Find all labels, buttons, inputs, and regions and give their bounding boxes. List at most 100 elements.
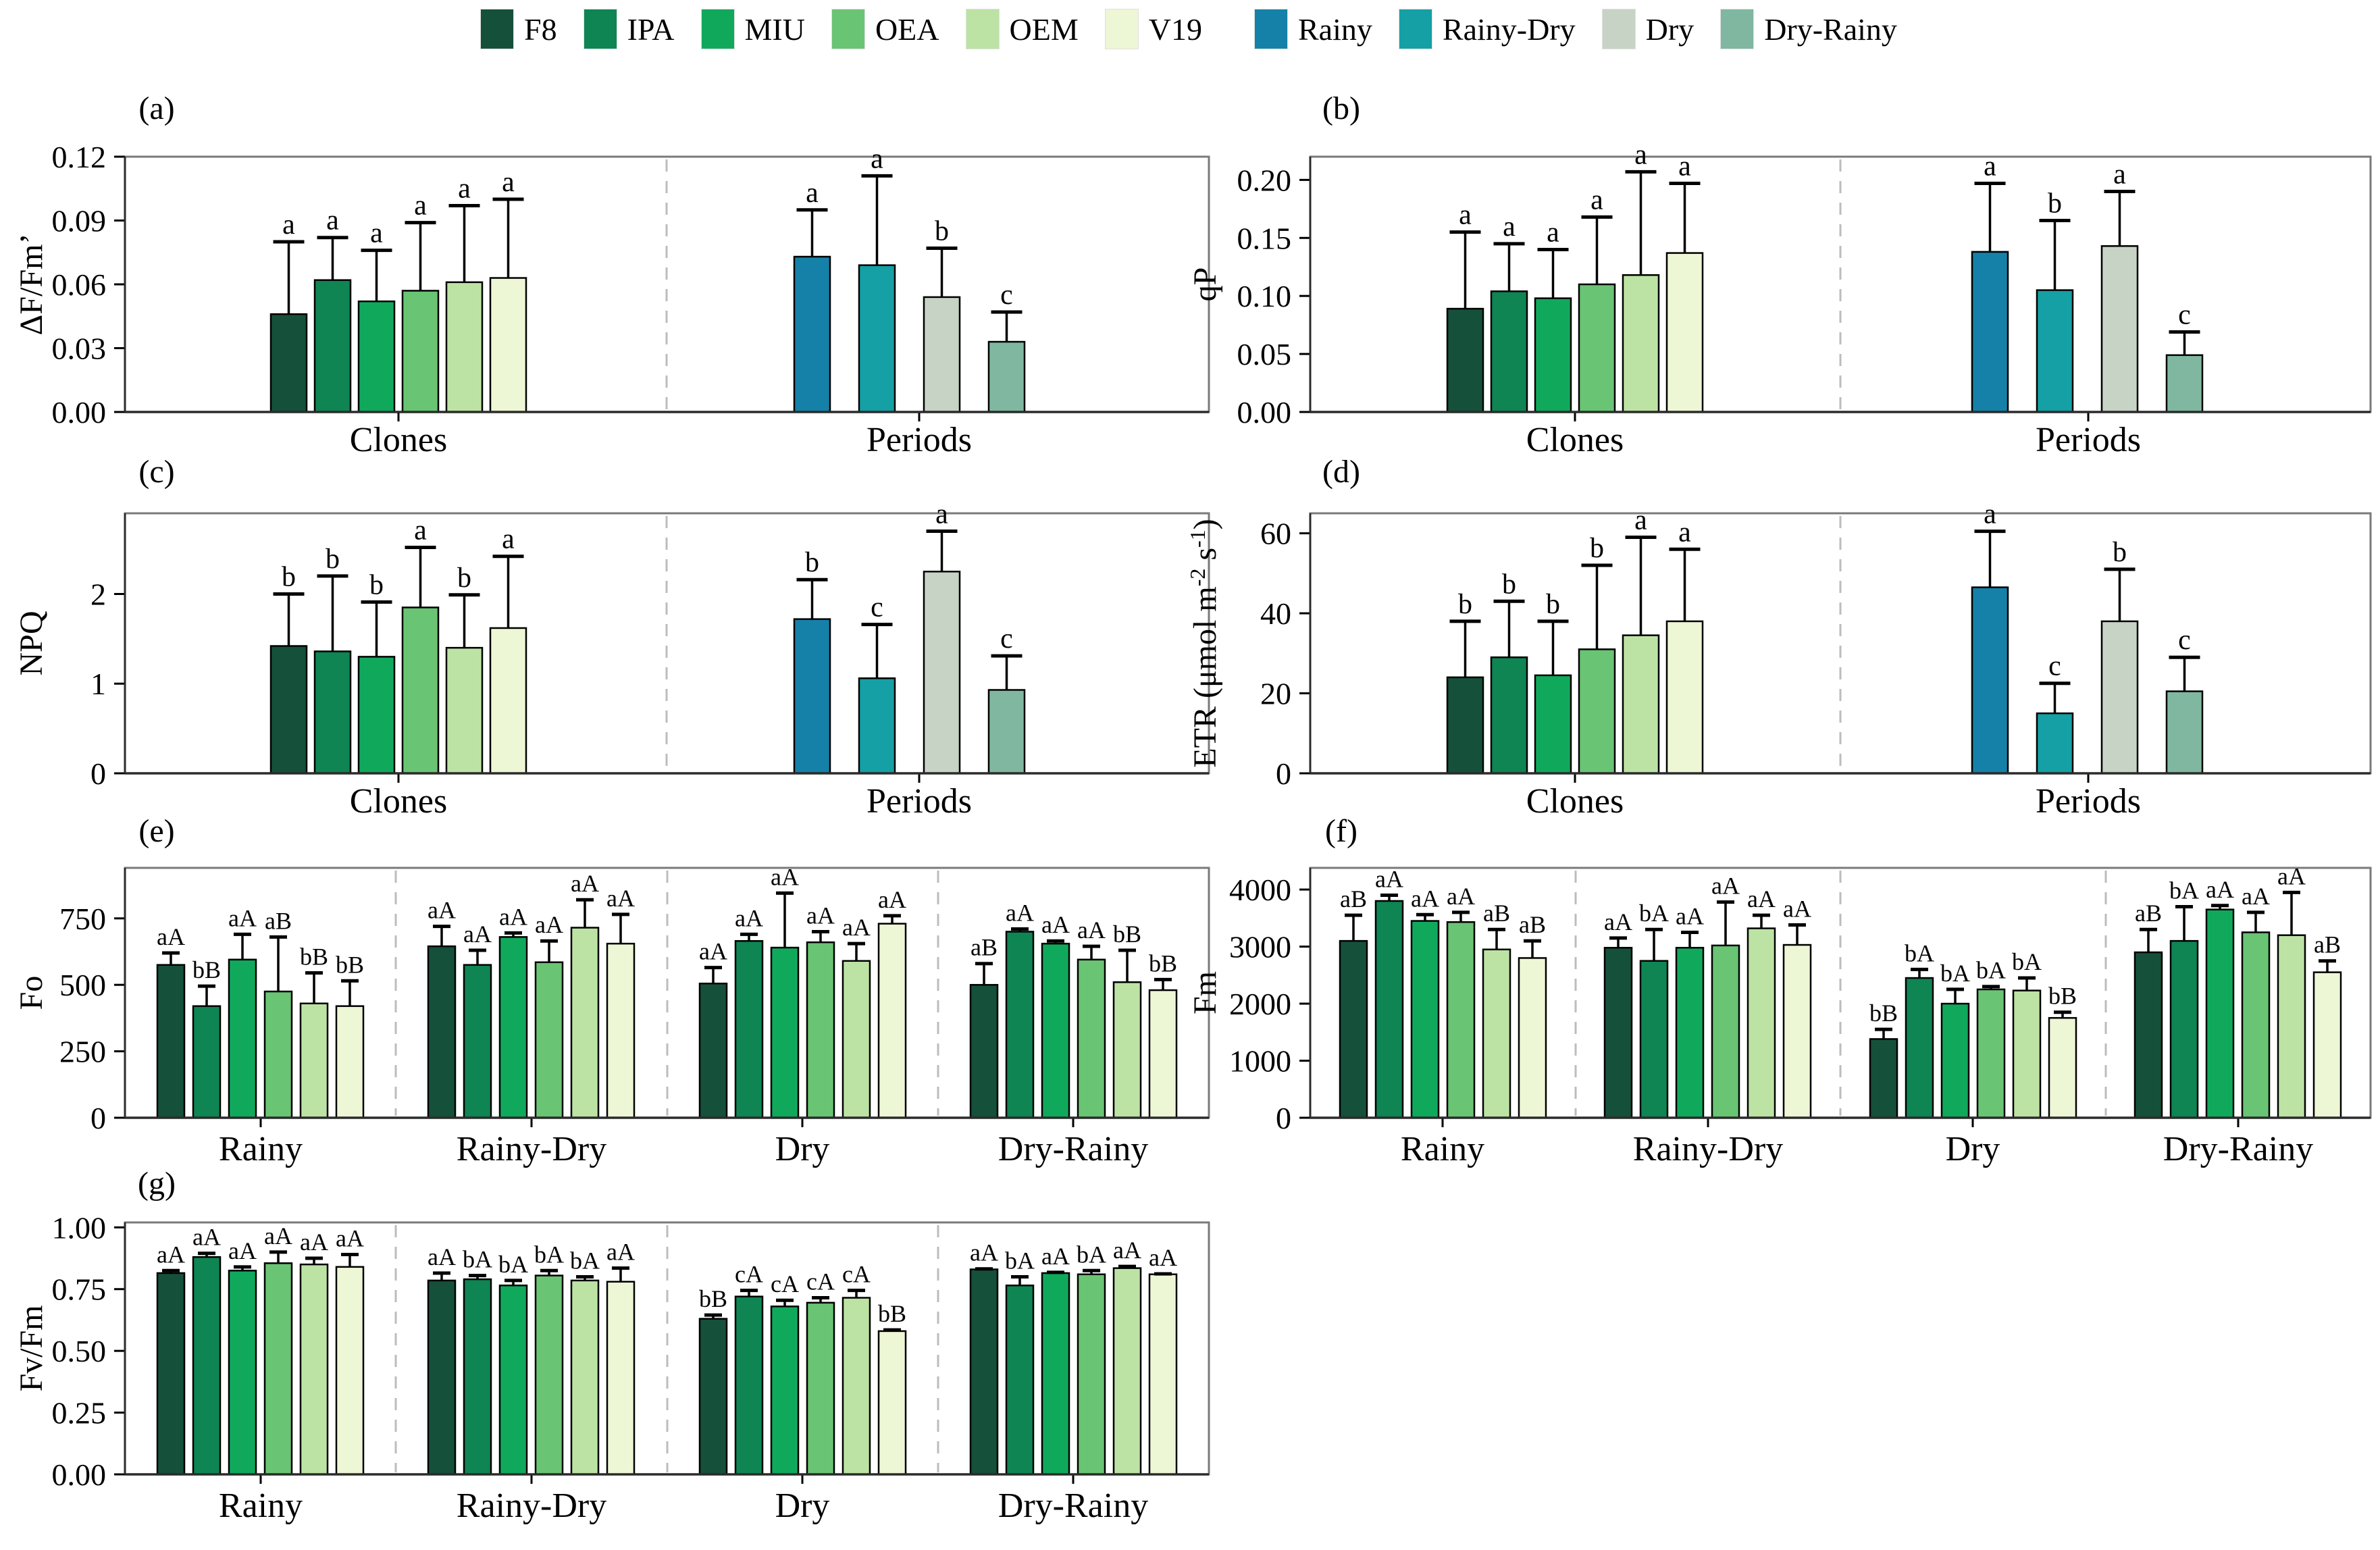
- significance-letter: a: [1547, 217, 1559, 248]
- x-category-label: Rainy: [1401, 1130, 1484, 1168]
- significance-letter: bB: [336, 951, 364, 978]
- significance-letter: bB: [1149, 950, 1177, 977]
- x-category-label: Periods: [866, 782, 972, 821]
- significance-letter: bA: [2012, 948, 2042, 975]
- bar: [1782, 944, 1812, 1119]
- bar: [842, 1297, 871, 1476]
- bar: [2277, 934, 2306, 1119]
- legend-item: Rainy: [1255, 9, 1372, 49]
- x-category-label: Clones: [1526, 421, 1624, 459]
- bar: [427, 945, 457, 1119]
- bar: [2012, 989, 2042, 1119]
- y-axis-label: ETR (μmol m-2 s-1): [1185, 519, 1223, 767]
- bar: [1041, 1272, 1070, 1476]
- bar: [770, 1306, 800, 1476]
- significance-letter: aA: [2277, 862, 2306, 889]
- panel-tag: (c): [138, 454, 174, 490]
- significance-letter: aA: [571, 870, 599, 897]
- significance-letter: aA: [771, 863, 799, 890]
- x-category-label: Rainy: [219, 1130, 303, 1168]
- bar: [489, 627, 527, 775]
- significance-letter: aB: [1483, 900, 1510, 927]
- panel-tag: (b): [1322, 91, 1360, 126]
- significance-letter: bA: [1639, 900, 1669, 927]
- bar: [2165, 690, 2204, 775]
- significance-letter: bA: [570, 1247, 600, 1274]
- y-tick-label: 0.00: [52, 395, 107, 430]
- significance-letter: a: [326, 205, 339, 236]
- significance-letter: b: [1502, 569, 1516, 600]
- significance-letter: cA: [806, 1268, 835, 1295]
- legend-swatch: [1399, 9, 1432, 49]
- legend-label: Rainy-Dry: [1442, 11, 1576, 47]
- significance-letter: aA: [2206, 876, 2234, 903]
- significance-letter: b: [282, 561, 296, 592]
- legend-item: F8: [481, 9, 557, 49]
- bar: [269, 313, 308, 413]
- bar: [1446, 676, 1484, 775]
- significance-letter: b: [1590, 533, 1604, 564]
- legend-item: OEA: [831, 9, 939, 49]
- bar: [313, 650, 352, 775]
- bar: [357, 300, 396, 413]
- significance-letter: aA: [1041, 911, 1070, 938]
- significance-letter: bA: [534, 1241, 564, 1268]
- y-tick-label: 1000: [1229, 1044, 1291, 1079]
- y-tick-label: 0: [1276, 1101, 1291, 1135]
- bar: [335, 1266, 365, 1476]
- x-category-label: Clones: [350, 782, 447, 821]
- significance-letter: bA: [498, 1251, 528, 1278]
- legend-label: MIU: [744, 11, 805, 47]
- significance-letter: a: [502, 167, 515, 198]
- y-tick-label: 40: [1260, 596, 1291, 631]
- bar: [357, 656, 396, 775]
- x-category-label: Periods: [866, 421, 972, 459]
- legend-item: Dry-Rainy: [1721, 9, 1897, 49]
- bar: [263, 1262, 293, 1476]
- significance-letter: a: [1459, 200, 1472, 231]
- significance-letter: a: [458, 173, 471, 204]
- significance-letter: b: [1546, 589, 1560, 620]
- legend-label: Dry-Rainy: [1764, 11, 1897, 47]
- significance-letter: b: [805, 547, 819, 578]
- bar: [299, 1002, 329, 1119]
- y-tick-label: 0.50: [52, 1334, 107, 1368]
- x-category-label: Clones: [1526, 782, 1624, 821]
- significance-letter: a: [1503, 211, 1516, 242]
- y-tick-label: 2: [90, 577, 106, 611]
- bar: [463, 964, 492, 1119]
- x-category-label: Clones: [350, 421, 447, 459]
- bar: [1622, 634, 1660, 775]
- significance-letter: aA: [300, 1229, 328, 1256]
- significance-letter: aA: [1411, 885, 1439, 912]
- legend-label: OEA: [875, 11, 939, 47]
- bar: [858, 264, 896, 413]
- bar: [1410, 920, 1440, 1119]
- bar: [445, 646, 484, 775]
- significance-letter: aA: [228, 904, 257, 931]
- significance-letter: aB: [1519, 911, 1546, 938]
- bar: [1005, 931, 1035, 1119]
- significance-letter: a: [806, 178, 819, 209]
- significance-letter: aA: [1747, 885, 1776, 912]
- significance-letter: a: [1678, 151, 1691, 182]
- bar: [427, 1279, 457, 1476]
- significance-letter: a: [1678, 517, 1691, 548]
- y-tick-label: 1: [90, 667, 106, 701]
- bar: [858, 677, 896, 775]
- panel-b: 0.000.050.100.150.20a a aaa aClonesabacPeri…: [1187, 91, 2372, 459]
- bar: [1971, 586, 2009, 775]
- y-tick-label: 2000: [1229, 987, 1291, 1021]
- bar: [299, 1263, 329, 1476]
- significance-letter: bB: [699, 1285, 727, 1312]
- x-category-label: Dry: [1946, 1130, 2000, 1168]
- legend-swatch: [831, 9, 864, 49]
- bar: [1675, 947, 1705, 1119]
- significance-letter: cA: [771, 1270, 799, 1297]
- bar: [806, 941, 835, 1119]
- bar: [923, 296, 961, 413]
- significance-letter: aA: [970, 1239, 998, 1266]
- legend-swatch: [1255, 9, 1287, 49]
